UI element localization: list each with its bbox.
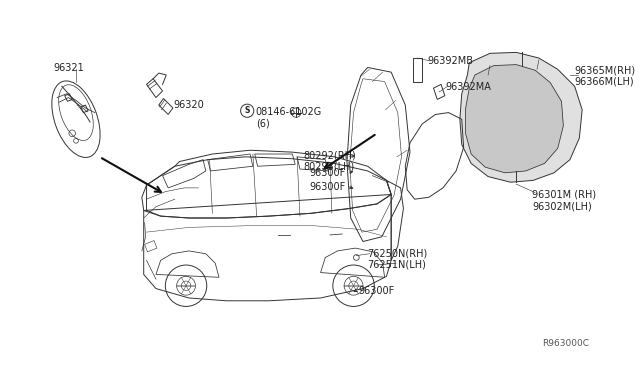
Text: 08146-6102G: 08146-6102G — [256, 107, 322, 117]
Text: (6): (6) — [256, 118, 269, 128]
Text: 96392MB: 96392MB — [427, 56, 473, 66]
Text: S: S — [244, 106, 250, 115]
Text: R963000C: R963000C — [542, 339, 589, 348]
Text: 96300F: 96300F — [309, 182, 346, 192]
Text: 96300F: 96300F — [309, 168, 346, 178]
Text: 76250N(RH): 76250N(RH) — [367, 248, 428, 258]
Text: 96366M(LH): 96366M(LH) — [575, 77, 634, 87]
Text: 96392MA: 96392MA — [445, 81, 492, 92]
Text: 96302M(LH): 96302M(LH) — [532, 201, 592, 211]
Text: 96320: 96320 — [173, 100, 204, 110]
Polygon shape — [460, 52, 582, 182]
Text: 96301M (RH): 96301M (RH) — [532, 190, 596, 200]
Text: 80292(RH): 80292(RH) — [303, 150, 356, 160]
Text: 96321: 96321 — [53, 63, 84, 73]
Text: 80293(LH): 80293(LH) — [303, 161, 355, 171]
Polygon shape — [465, 65, 563, 173]
Text: 76251N(LH): 76251N(LH) — [367, 259, 426, 269]
Text: 96300F: 96300F — [358, 286, 394, 296]
Text: 96365M(RH): 96365M(RH) — [575, 65, 636, 76]
